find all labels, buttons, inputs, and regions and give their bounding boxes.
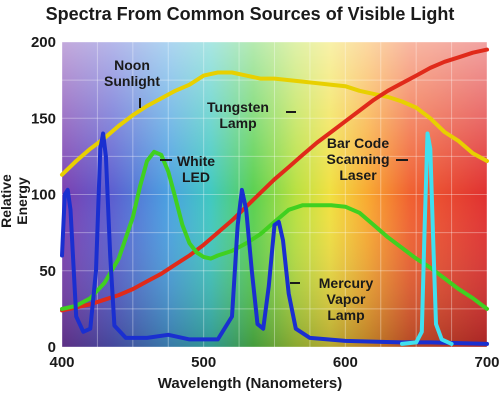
- annotation-label: Tungsten: [207, 99, 269, 115]
- x-tick-label: 500: [191, 354, 216, 371]
- series-line-tungsten-lamp: [60, 47, 489, 313]
- annotation-label: Scanning: [326, 151, 389, 167]
- annotations-group: NoonSunlightTungstenLampWhiteLEDMercuryV…: [104, 57, 408, 323]
- annotation-label: LED: [182, 169, 210, 185]
- y-tick-label: 50: [39, 263, 56, 280]
- tick-labels: 0 50 100 150 200 400 500 600 700: [31, 34, 500, 371]
- annotation-label: Lamp: [219, 115, 256, 131]
- series-group: [60, 47, 489, 346]
- x-tick-label: 600: [333, 354, 358, 371]
- series-line-noon-sunlight: [60, 70, 489, 177]
- annotation-label: Mercury: [319, 275, 374, 291]
- series-line-bar-code-scanning-laser: [400, 131, 454, 346]
- annotation-label: Vapor: [327, 291, 366, 307]
- y-tick-label: 0: [48, 339, 56, 356]
- annotation-label: Sunlight: [104, 73, 160, 89]
- annotation-label: Noon: [114, 57, 150, 73]
- annotation-label: Laser: [339, 167, 377, 183]
- y-tick-label: 100: [31, 187, 56, 204]
- series-line-white-led: [60, 149, 489, 311]
- annotation-label: Lamp: [327, 307, 364, 323]
- chart-title: Spectra From Common Sources of Visible L…: [45, 4, 455, 24]
- x-axis-label: Wavelength (Nanometers): [157, 375, 343, 392]
- annotation-label: Bar Code: [327, 135, 389, 151]
- y-tick-label: 200: [31, 34, 56, 51]
- plot-background-shade: [62, 42, 487, 347]
- x-tick-label: 400: [49, 354, 74, 371]
- y-tick-label: 150: [31, 110, 56, 127]
- annotation-label: White: [177, 153, 215, 169]
- x-tick-label: 700: [474, 354, 499, 371]
- series-line-mercury-vapor-lamp: [60, 131, 489, 346]
